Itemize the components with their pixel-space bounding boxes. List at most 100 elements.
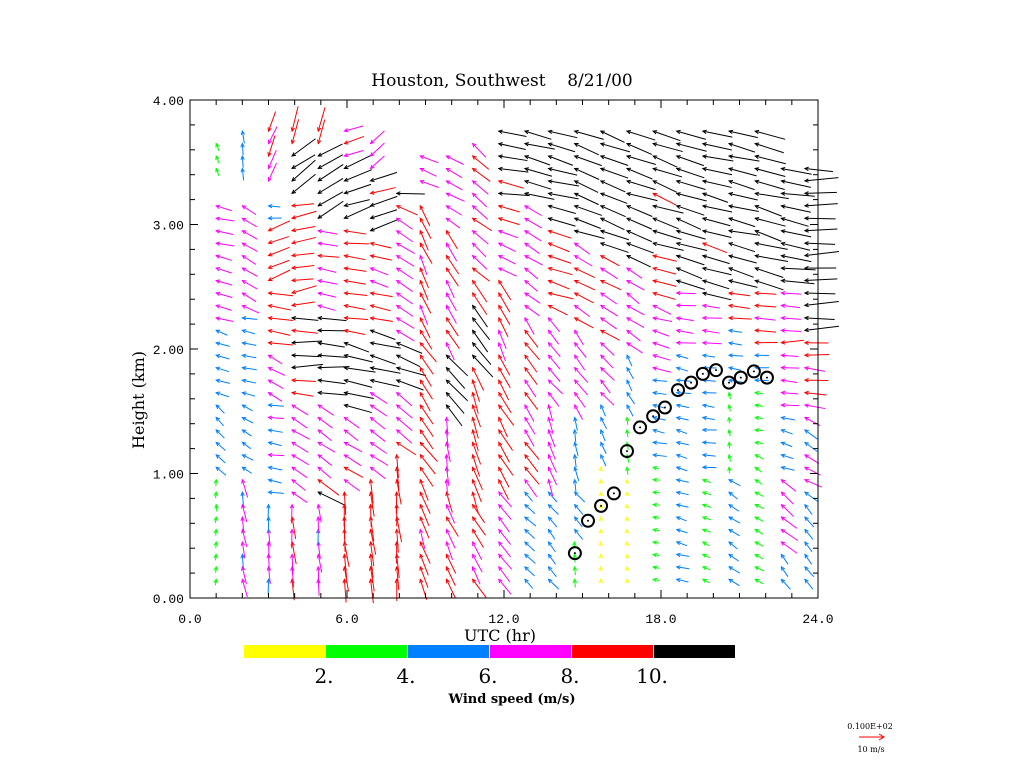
wind-vector-head [675,453,681,459]
wind-vector-head [573,366,579,372]
wind-vector-head [626,292,631,297]
wind-vector [675,403,690,409]
wind-vector [498,516,510,533]
wind-vector-shaft [370,554,374,579]
wind-vector-head [290,215,297,220]
wind-vector-shaft [370,171,398,182]
wind-vector [445,254,460,275]
wind-vector [343,479,361,492]
x-axis-label: UTC (hr) [464,626,536,645]
wind-vector-shaft [574,367,589,383]
colorbar-swatch [326,645,407,658]
wind-vector-head [652,192,658,197]
wind-vector [317,365,350,370]
wind-vector-shaft [216,317,234,323]
wind-vector-head [471,441,476,447]
wind-vector [780,378,798,383]
wind-vector-head [675,155,681,160]
wind-vector-shaft [600,417,608,430]
wind-vector-shaft [804,217,836,220]
wind-vector-head [498,503,503,509]
wind-vector-head [267,379,273,384]
wind-vector [316,503,322,523]
wind-vector-shaft [498,566,511,583]
wind-vector [368,503,373,527]
wind-vector-head [803,191,809,196]
wind-vector [524,566,535,577]
wind-vector-shaft [318,392,347,396]
wind-vector-head [291,479,297,484]
wind-vector-shaft [317,441,336,453]
wind-vector-head [369,404,375,409]
wind-vector-shaft [626,155,656,166]
wind-vector [803,429,818,440]
wind-vector-shaft [755,267,784,278]
wind-vector [369,291,393,298]
wind-vector-shaft [472,492,479,514]
wind-vector-head [267,403,273,408]
wind-vector-head [599,329,605,334]
wind-vector-shaft [419,516,430,539]
wind-vector [754,142,784,154]
wind-vector [419,291,432,314]
wind-vector [675,179,706,190]
wind-vector-head [547,553,553,559]
wind-vector [547,491,558,503]
wind-vector-head [652,540,658,545]
wind-vector-head [652,266,658,272]
wind-vector-head [444,466,450,472]
wind-vector [754,479,763,485]
wind-vector-shaft [626,267,643,279]
wind-vector [754,516,764,522]
wind-vector-shaft [781,416,796,421]
wind-vector-head [547,129,553,135]
wind-vector [625,142,652,155]
wind-vector-shaft [781,192,815,197]
wind-vector-head [600,379,605,385]
wind-vector [497,154,528,162]
wind-vector [471,242,487,258]
wind-vector-head [728,553,734,559]
wind-vector [572,578,578,588]
wind-vector-head [675,577,681,583]
wind-vector-shaft [702,479,711,484]
wind-vector-head [342,578,347,584]
wind-vector-shaft [344,125,364,132]
wind-vector-head [574,354,579,360]
wind-vector-shaft [419,267,429,288]
wind-vector-shaft [317,466,332,479]
wind-vector-head [498,466,503,472]
wind-vector-head [524,341,529,347]
wind-vector [803,377,829,383]
wind-vector [524,541,536,552]
wind-vector-head [727,466,732,472]
wind-vector [780,578,791,590]
wind-vector-shaft [574,404,584,420]
wind-vector [803,278,838,283]
wind-vector-head [240,515,245,521]
wind-vector [652,217,679,230]
wind-vector-shaft [317,164,344,182]
wind-vector-shaft [652,342,670,349]
wind-vector [369,130,385,145]
wind-vector-head [803,302,809,308]
wind-vector-shaft [754,466,763,473]
wind-vector [241,341,257,346]
colorbar-label: 2. [314,664,333,688]
wind-vector [471,503,485,524]
wind-vector-shaft [241,554,244,570]
wind-vector-head [625,179,632,185]
wind-vector-head [445,404,451,410]
wind-vector [675,428,688,435]
wind-vector-head [498,541,503,546]
wind-vector-shaft [702,354,716,358]
wind-vector-shaft [498,429,513,451]
wind-vector [241,230,258,240]
wind-vector [652,428,665,434]
wind-vector-shaft [574,454,577,468]
wind-vector-shaft [702,192,729,203]
wind-vector [727,192,758,201]
wind-vector-head [754,328,760,333]
wind-vector-head [780,290,786,296]
wind-vector-shaft [676,441,689,446]
